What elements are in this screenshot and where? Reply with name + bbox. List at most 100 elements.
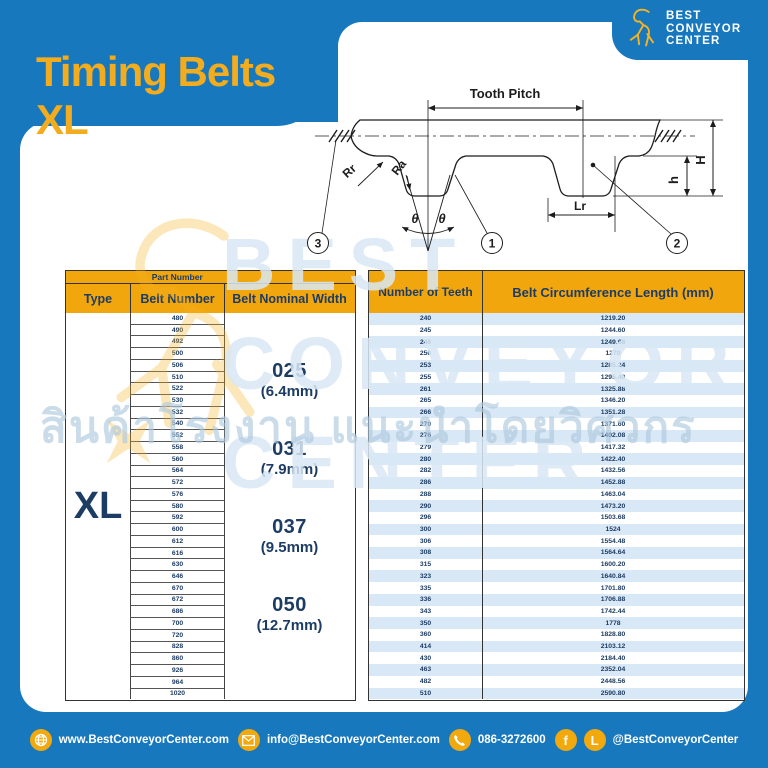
belt-outline [350,119,662,197]
length-cell: 1325.88 [600,385,626,393]
belt-number-cell: 490 [131,325,224,337]
length-cell: 1295.40 [600,373,626,381]
logo-block: BEST CONVEYOR CENTER [612,0,768,60]
belt-number-cell: 612 [131,536,224,548]
goat-logo-icon [629,8,654,47]
table-row: 266 1351.28 [369,406,744,419]
teeth-cell: 250 [369,348,483,360]
table-row: 300 1524 [369,523,744,536]
table-row: 360 1828.80 [369,628,744,641]
length-cell: 1402.08 [600,432,626,440]
width-option: 025 (6.4mm) [260,360,319,400]
belt-number-cell: 580 [131,501,224,513]
length-cell: 2184.40 [600,654,626,662]
part-number-header-label: Part Number [151,272,203,282]
logo-text: BEST CONVEYOR CENTER [666,10,741,48]
belt-number-cell: 572 [131,477,224,490]
column-header-belt-number: Belt Number [131,284,225,313]
footer-social-text: @BestConveyorCenter [612,734,739,746]
belt-number-cell: 828 [131,642,224,654]
ra-label: Ra [389,157,410,178]
length-cell: 1417.32 [600,444,626,452]
table-row: 261 1325.88 [369,383,744,395]
teeth-cell: 343 [369,605,483,618]
teeth-cell: 296 [369,511,483,524]
table-row: 280 1422.40 [369,453,744,466]
table-row: 308 1564.64 [369,547,744,559]
belt-number-cell: 672 [131,595,224,607]
phone-icon [448,729,471,751]
width-option: 050 (12.7mm) [256,594,323,634]
length-cell: 1524 [605,526,621,533]
teeth-cell: 510 [369,687,483,700]
theta-arc [401,226,455,234]
teeth-cell: 323 [369,570,483,583]
teeth-cell: 279 [369,441,483,454]
table-row: 282 1432.56 [369,465,744,477]
table-row: 288 1463.04 [369,488,744,501]
logo-line-2: CONVEYOR [666,22,742,35]
belt-profile-diagram: Tooth Pitch θ θ Rr Ra Lr h H 3 1 [307,86,723,254]
teeth-cell: 255 [369,371,483,384]
belt-number-cell: 616 [131,548,224,560]
tooth-pitch-label: Tooth Pitch [470,86,541,101]
length-cell: 1371.60 [600,420,626,428]
teeth-cell: 270 [369,418,483,431]
length-cell: 1463.04 [600,490,626,498]
table-row: 323 1640.84 [369,570,744,583]
footer-phone[interactable]: 086-3272600 [448,729,546,751]
table-row: 250 1270 [369,348,744,360]
teeth-cell: 280 [369,453,483,466]
callout-1: 1 [489,237,496,251]
teeth-cell: 482 [369,675,483,688]
part-number-table: Part Number Type Belt Number Belt Nomina… [65,270,356,701]
table-row: 255 1295.40 [369,371,744,384]
table-row: 276 1402.08 [369,430,744,442]
length-cell: 2590.80 [600,689,626,697]
h-small-label: h [666,176,681,184]
table-row: 414 2103.12 [369,640,744,653]
footer-email[interactable]: info@BestConveyorCenter.com [237,729,440,751]
footer-social[interactable]: f L @BestConveyorCenter [554,729,739,751]
length-cell: 1564.64 [600,549,626,557]
length-cell: 1778 [605,619,621,627]
belt-number-cell: 646 [131,571,224,583]
length-cell: 1706.88 [600,596,626,604]
length-cell: 1346.20 [600,397,626,405]
length-cell: 1244.60 [600,327,626,335]
teeth-cell: 308 [369,547,483,559]
belt-number-cell: 522 [131,383,224,396]
type-value-cell: XL [66,313,131,699]
line-icon: L [583,729,606,751]
belt-number-cell: 540 [131,419,224,431]
teeth-cell: 300 [369,523,483,536]
footer-bar: www.BestConveyorCenter.com info@BestConv… [0,712,768,768]
belt-number-cell: 530 [131,395,224,407]
length-cell: 1432.56 [600,467,626,475]
table-row: 286 1452.88 [369,476,744,489]
belt-number-cell: 552 [131,430,224,443]
table-row: 336 1706.88 [369,593,744,606]
table-row: 265 1346.20 [369,394,744,407]
column-header-belt-circumference: Belt Circumference Length (mm) [512,284,714,300]
teeth-cell: 414 [369,640,483,653]
belt-nominal-width-cell: 025 (6.4mm) 031 (7.9mm) 037 (9.5mm) 050 (12.7mm… [225,313,354,699]
teeth-cell: 276 [369,430,483,442]
break-hatch-right [654,129,682,143]
table-row: 306 1554.48 [369,535,744,548]
teeth-cell: 336 [369,593,483,606]
teeth-cell: 335 [369,582,483,594]
column-header-type: Type [66,284,131,313]
theta-left-label: θ [411,211,418,226]
belt-number-cell: 592 [131,512,224,525]
width-option: 031 (7.9mm) [260,438,319,478]
belt-number-cell: 558 [131,442,224,454]
lr-label: Lr [574,199,586,213]
belt-number-cell: 860 [131,653,224,666]
teeth-cell: 430 [369,652,483,665]
footer-website[interactable]: www.BestConveyorCenter.com [29,729,229,751]
belt-number-cell: 670 [131,583,224,595]
teeth-cell: 282 [369,465,483,477]
length-cell: 1600.20 [600,561,626,569]
